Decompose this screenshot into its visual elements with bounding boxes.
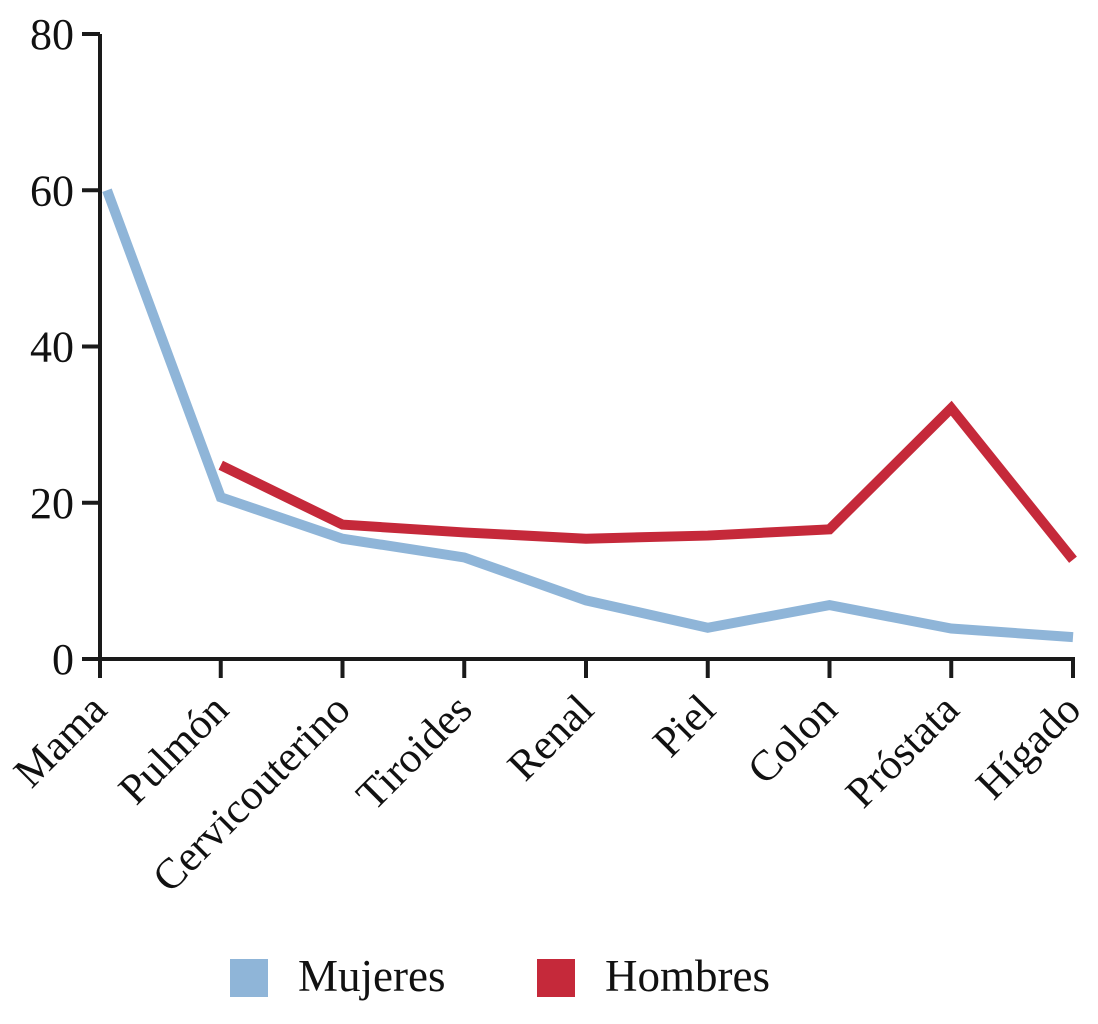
- y-tick-label-60: 60: [30, 166, 74, 215]
- series-line-hombres: [218, 400, 1077, 563]
- x-category-label-8: Hígado: [967, 686, 1090, 809]
- legend-item-mujeres: Mujeres: [230, 948, 445, 1008]
- x-category-label-3: Tiroides: [348, 686, 481, 819]
- y-tick-label-40: 40: [30, 323, 74, 372]
- series-line-mujeres: [102, 188, 1074, 643]
- legend-label-mujeres: Mujeres: [298, 950, 446, 1001]
- mujeres-color-swatch: [230, 959, 268, 997]
- legend-label-hombres: Hombres: [605, 950, 770, 1001]
- x-category-label-4: Renal: [499, 686, 603, 790]
- y-tick-label-20: 20: [30, 479, 74, 528]
- x-category-label-6: Colon: [739, 686, 847, 794]
- x-category-label-7: Próstata: [837, 686, 968, 817]
- x-category-label-0: Mama: [5, 686, 116, 797]
- y-tick-label-0: 0: [52, 635, 74, 684]
- x-category-label-5: Piel: [644, 686, 725, 767]
- legend-item-hombres: Hombres: [537, 948, 770, 1008]
- y-tick-label-80: 80: [30, 10, 74, 59]
- hombres-color-swatch: [537, 959, 575, 997]
- legend: Mujeres Hombres: [0, 948, 1098, 1008]
